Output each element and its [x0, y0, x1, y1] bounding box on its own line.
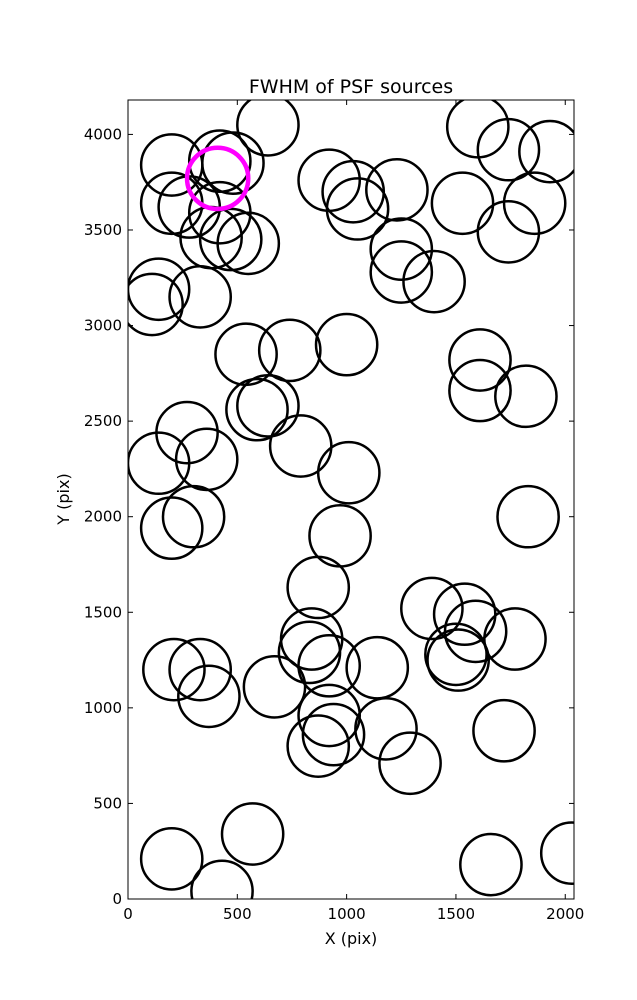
psf-source-circle: [369, 217, 434, 281]
psf-source-circle: [161, 484, 226, 549]
psf-source-circle: [518, 119, 574, 184]
psf-source-circle: [483, 607, 547, 671]
psf-source-circle: [177, 664, 241, 729]
psf-source-circle: [424, 622, 488, 687]
y-tick-label: 4000: [84, 125, 122, 143]
psf-source-circle: [297, 683, 362, 748]
plot-area: [128, 100, 574, 899]
psf-source-circle: [139, 133, 204, 197]
psf-source-circle: [190, 859, 254, 899]
psf-source-circle: [365, 157, 429, 222]
psf-source-circle: [268, 414, 333, 478]
psf-source-circle: [430, 171, 495, 236]
psf-source-circle: [257, 318, 322, 383]
psf-source-circle: [286, 714, 351, 778]
x-tick-label: 1500: [437, 905, 475, 923]
psf-source-circle: [459, 832, 523, 897]
psf-source-circle: [301, 702, 366, 767]
psf-source-circle: [168, 265, 233, 329]
psf-source-circle: [198, 207, 263, 272]
x-axis-label: X (pix): [325, 929, 378, 948]
psf-source-circle: [476, 117, 541, 182]
psf-source-circle: [139, 496, 204, 561]
y-tick-label: 1000: [84, 699, 122, 717]
psf-source-circle: [128, 272, 184, 337]
psf-source-circle: [472, 698, 536, 763]
psf-source-circle: [277, 620, 342, 685]
psf-source-circle: [448, 328, 512, 392]
psf-source-circle: [325, 177, 390, 241]
psf-source-circle: [225, 377, 289, 442]
y-tick-label: 2500: [84, 412, 122, 430]
psf-source-circle: [236, 100, 300, 157]
psf-source-circle: [432, 582, 497, 647]
psf-source-circle: [496, 484, 560, 549]
psf-source-circle: [242, 654, 307, 719]
y-tick-label: 500: [93, 794, 122, 812]
x-tick-label: 500: [223, 905, 252, 923]
psf-source-circle: [201, 131, 265, 195]
y-axis: 0 500 1000 1500 2000 2500 3000 3500 4000: [84, 125, 574, 908]
psf-source-circle: [128, 431, 191, 496]
psf-source-circle: [142, 637, 206, 702]
psf-source-circle: [426, 628, 490, 692]
psf-source-circle: [128, 257, 191, 322]
psf-source-circle: [139, 827, 204, 891]
psf-source-circle: [316, 440, 381, 505]
y-axis-label: Y (pix): [54, 473, 73, 525]
psf-source-circle: [476, 200, 541, 264]
psf-source-circle: [378, 731, 442, 796]
y-tick-label: 0: [112, 890, 122, 908]
y-tick-label: 3500: [84, 221, 122, 239]
y-tick-label: 2000: [84, 508, 122, 526]
psf-source-circle: [502, 171, 567, 236]
plot-frame: [127, 99, 575, 900]
psf-source-circle: [400, 576, 464, 641]
psf-source-circle: [168, 637, 233, 702]
psf-source-circle: [174, 427, 239, 492]
x-tick-label: 0: [123, 905, 133, 923]
psf-source-circle: [216, 211, 281, 276]
psf-source-circle: [314, 312, 379, 377]
psf-source-circle: [402, 249, 466, 314]
psf-source-circle: [345, 635, 410, 700]
x-axis: 0 500 1000 1500 2000: [123, 100, 584, 923]
x-tick-label: 1000: [328, 905, 366, 923]
psf-source-circle: [448, 358, 512, 423]
psf-source-circle: [539, 821, 574, 885]
y-tick-label: 3000: [84, 317, 122, 335]
psf-source-circle: [236, 373, 300, 438]
highlighted-source-circle: [184, 145, 251, 212]
psf-source-circle: [354, 697, 418, 761]
psf-source-circle: [297, 633, 362, 698]
psf-source-circle: [286, 555, 351, 620]
psf-source-circle: [494, 364, 558, 429]
y-tick-label: 1500: [84, 603, 122, 621]
psf-source-circle: [369, 240, 434, 304]
x-tick-label: 2000: [546, 905, 584, 923]
psf-source-circle: [220, 802, 285, 866]
chart-title: FWHM of PSF sources: [249, 76, 453, 98]
